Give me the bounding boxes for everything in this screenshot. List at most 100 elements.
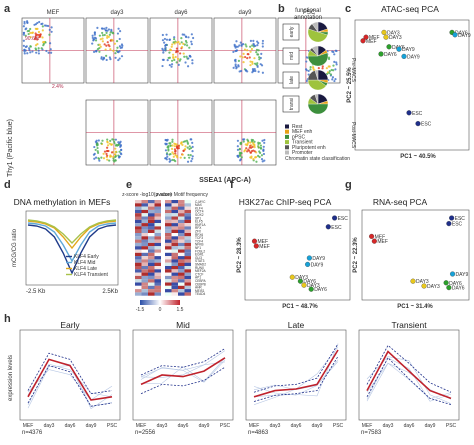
heatmap-cell — [165, 246, 172, 250]
density-dot — [261, 71, 264, 74]
mean-profile-line — [27, 358, 113, 401]
density-dot — [248, 149, 251, 152]
density-dot — [174, 152, 177, 155]
density-dot — [42, 42, 46, 46]
density-dot — [191, 62, 194, 65]
upper-band-line — [366, 344, 452, 393]
pca-point-label: DAY9 — [311, 262, 324, 268]
density-dot — [165, 158, 168, 161]
heatmap-cell — [171, 229, 178, 233]
density-dot — [304, 68, 308, 71]
legend-swatch — [285, 145, 289, 150]
heatmap-cell — [165, 233, 172, 237]
density-dot — [239, 55, 242, 58]
heatmap-cell — [141, 226, 148, 230]
pca-point — [369, 233, 375, 239]
heatmap-cell — [171, 209, 178, 214]
density-dot — [170, 59, 174, 62]
density-dot — [309, 68, 312, 71]
density-dot — [260, 154, 264, 157]
density-dot — [236, 139, 240, 142]
heatmap-cell — [141, 269, 148, 273]
pie-slice — [307, 103, 329, 115]
density-dot — [103, 33, 106, 37]
heatmap-cell — [165, 269, 172, 273]
density-dot — [45, 24, 48, 27]
density-dot — [254, 69, 257, 73]
panel-f-ylabel: PC2 ~ 28.3% — [237, 237, 243, 273]
gene-label: MAX — [195, 203, 203, 207]
density-dot — [178, 42, 181, 45]
heatmap-cell — [178, 262, 185, 266]
legend-swatch — [285, 124, 289, 129]
pca-point-label: DAY9 — [456, 272, 469, 278]
x-tick-label: PSC — [107, 423, 118, 429]
density-dot — [175, 47, 179, 50]
panel-f-title: H3K27ac ChIP-seq PCA — [239, 197, 332, 207]
panel-f-plot-frame — [244, 209, 351, 301]
heatmap-cell — [184, 239, 191, 243]
density-dot — [186, 146, 189, 149]
pca-point — [452, 32, 458, 38]
density-dot — [242, 52, 245, 55]
heatmap-cell — [141, 236, 148, 240]
density-dot — [179, 156, 182, 159]
density-dot — [108, 56, 111, 59]
pca-point-label: ESC — [338, 216, 349, 222]
density-dot — [252, 39, 255, 42]
density-dot — [249, 60, 252, 63]
heatmap-cell — [171, 236, 178, 240]
density-dot — [117, 141, 120, 144]
heatmap-cell — [148, 203, 155, 207]
density-dot — [164, 49, 167, 52]
density-dot — [244, 43, 247, 46]
heatmap-cell — [154, 259, 161, 263]
density-dot — [107, 43, 110, 46]
density-dot — [259, 146, 263, 149]
density-dot — [180, 141, 183, 144]
density-dot — [333, 60, 336, 63]
density-dot — [43, 40, 46, 44]
x-tick-label: day3 — [157, 423, 168, 429]
density-dot — [102, 152, 105, 155]
heatmap-cell — [148, 219, 155, 224]
density-dot — [242, 140, 245, 143]
density-dot — [182, 42, 185, 45]
pca-point-label: MEF — [377, 239, 388, 245]
heatmap-cell — [154, 289, 161, 293]
density-dot — [106, 158, 109, 161]
heatmap-cell — [135, 209, 142, 214]
pie-row-label: mid — [289, 52, 295, 60]
heatmap-cell — [141, 259, 148, 263]
panel-c-xlabel: PC1 ~ 40.5% — [400, 154, 436, 160]
density-dot — [113, 142, 116, 145]
panel-h: h expression levels Early MEF day3 day6 day9… — [4, 313, 460, 436]
density-dot — [34, 36, 37, 39]
heatmap-cell — [135, 229, 142, 233]
heatmap-cell — [148, 242, 155, 247]
heatmap-cell — [178, 223, 185, 227]
density-dot — [115, 40, 119, 43]
heatmap-cell — [148, 285, 155, 290]
heatmap-cell — [165, 256, 172, 260]
density-dot — [37, 47, 40, 50]
heatmap-cell — [154, 203, 161, 207]
lower-band-line — [366, 357, 452, 405]
density-dot — [101, 31, 104, 35]
heatmap-cell — [154, 209, 161, 214]
density-dot — [258, 56, 261, 59]
pca-point — [421, 283, 427, 289]
density-dot — [36, 38, 39, 41]
density-dot — [180, 37, 183, 40]
density-dot — [173, 142, 176, 145]
heatmap-cell — [135, 285, 142, 290]
heatmap-cell — [184, 272, 191, 276]
pca-point-label: DAY6 — [303, 279, 316, 285]
gene-label: KLF4 — [195, 206, 203, 210]
panel-g-label: g — [345, 179, 352, 191]
density-dot — [40, 47, 43, 50]
panel-b-footer: Chromatin state classification — [285, 156, 350, 162]
density-dot — [114, 154, 118, 158]
density-dot — [29, 45, 32, 48]
